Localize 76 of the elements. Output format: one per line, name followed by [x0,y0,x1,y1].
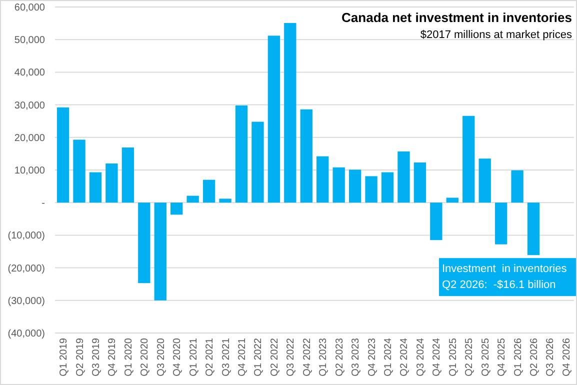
x-tick-label: Q3 2026 [545,338,556,376]
y-tick-label: 40,000 [14,68,46,79]
bar [316,156,329,203]
x-tick-label: Q4 2024 [432,338,443,376]
x-tick-label: Q3 2023 [350,338,362,376]
x-tick-label: Q3 2025 [480,338,492,376]
x-tick-label: Q2 2022 [269,338,280,376]
y-tick-label: 20,000 [14,132,46,144]
bar [268,36,280,203]
bar [494,202,508,244]
bar [300,109,312,203]
x-tick-label: Q2 2024 [399,338,410,376]
bar [252,122,264,203]
x-tick-label: Q3 2024 [415,338,426,376]
bar [106,163,118,203]
x-tick-label: Q3 2021 [220,338,232,376]
bar [446,198,458,203]
y-tick-label: (10,000) [8,230,45,242]
text: $2017 millions at market prices [420,29,572,41]
bar [511,170,524,203]
bar [381,172,394,203]
bar [138,202,150,284]
bar [365,176,378,203]
bar [73,140,86,203]
x-tick-label: Q1 2024 [383,338,394,376]
y-tick-label: (40,000) [8,328,45,340]
x-tick-label: Q4 2021 [236,338,248,376]
bar [527,202,540,256]
bar [235,105,248,203]
x-tick-label: Q3 2020 [156,338,167,376]
bar [332,167,345,203]
bar [398,151,410,203]
bar [170,202,183,215]
x-tick-label: Q4 2023 [366,338,378,376]
bar [430,202,442,240]
x-tick-label: Q1 2026 [512,338,524,376]
y-tick-label: (30,000) [8,296,45,307]
y-tick-label: 10,000 [14,166,46,176]
y-tick-label: 60,000 [14,2,46,14]
x-tick-label: Q1 2020 [123,338,134,376]
x-tick-label: Q4 2025 [496,338,508,376]
bar [154,202,166,300]
x-tick-label: Q2 2019 [74,338,86,376]
x-tick-label: Q2 2023 [334,338,346,376]
annotation: Investment in inventories Q2 2026: -$16.1 billion [442,263,568,292]
x-tick-label: Q2 2026 [529,338,540,376]
y-tick-label: - [42,198,45,210]
x-tick-label: Q4 2026 [561,338,572,376]
bar [478,158,491,203]
bar [186,196,199,203]
bar [56,107,70,203]
x-tick-label: Q4 2019 [107,338,118,376]
bar [462,116,475,203]
x-tick-label: Q2 2020 [140,338,151,376]
x-tick-label: Q1 2022 [253,338,264,376]
bar [122,148,134,203]
y-tick-label: (20,000) [8,263,45,274]
bar [89,172,102,203]
y-tick-label: 50,000 [14,35,46,46]
x-tick-label: Q4 2022 [302,338,313,376]
x-tick-label: Q1 2025 [448,338,459,376]
x-tick-label: Q1 2023 [318,338,330,376]
x-tick-label: Q3 2019 [90,338,102,376]
x-tick-label: Q3 2022 [286,338,297,376]
bar [414,162,426,203]
x-tick-label: Q2 2025 [464,338,476,376]
y-tick-label: 30,000 [14,100,46,112]
bar [219,198,232,203]
bar [348,170,362,203]
bar [202,180,216,203]
x-tick-label: Q1 2019 [58,338,70,376]
x-tick-label: Q4 2020 [172,338,184,376]
x-tick-label: Q2 2021 [204,338,216,376]
chart-title: Canada net investment in inventories [342,10,572,25]
bar [284,22,296,203]
x-tick-label: Q1 2021 [188,338,200,376]
